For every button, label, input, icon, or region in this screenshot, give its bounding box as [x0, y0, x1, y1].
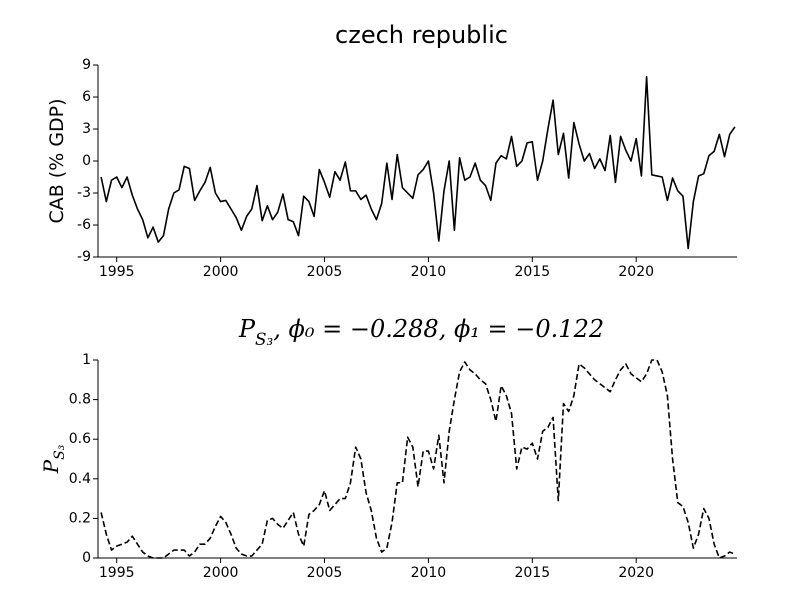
- y-tick-label: 3: [82, 121, 91, 137]
- y-axis-label: CAB (% GDP): [46, 98, 68, 223]
- y-tick-label: 0: [82, 153, 91, 169]
- x-tick-label: 2010: [411, 565, 447, 581]
- text-part: P: [39, 459, 63, 474]
- text-part: P: [238, 315, 256, 343]
- y-tick-label: -6: [77, 217, 91, 233]
- y-tick-label: 0.6: [69, 431, 91, 447]
- text-part: , ϕ₀ = −0.288, ϕ₁ = −0.122: [273, 315, 604, 343]
- y-tick-label: 0.4: [69, 471, 91, 487]
- x-tick-label: 2005: [307, 565, 343, 581]
- text-part: czech republic: [335, 21, 508, 49]
- x-tick-label: 2000: [203, 264, 239, 280]
- x-tick-label: 2020: [618, 264, 654, 280]
- x-tick-label: 2020: [618, 565, 654, 581]
- data-line: [100, 359, 736, 559]
- text-part: CAB (% GDP): [46, 98, 68, 223]
- data-line: [100, 75, 736, 250]
- chart-title: czech republic: [335, 21, 508, 49]
- y-tick-label: 6: [82, 89, 91, 105]
- y-tick-label: 9: [82, 57, 91, 73]
- y-axis-label: PS₃: [39, 444, 69, 474]
- y-tick-label: 0.8: [69, 392, 91, 408]
- text-part: S₃: [52, 444, 68, 460]
- y-tick-label: -9: [77, 249, 91, 265]
- x-tick-label: 2000: [203, 565, 239, 581]
- x-tick-label: 2015: [514, 565, 550, 581]
- x-tick-label: 1995: [99, 264, 135, 280]
- y-tick-label: -3: [77, 185, 91, 201]
- y-tick-label: 1: [82, 352, 91, 368]
- x-tick-label: 2010: [411, 264, 447, 280]
- y-tick-label: 0: [82, 550, 91, 566]
- x-tick-label: 1995: [99, 565, 135, 581]
- chart-title: PS₃, ϕ₀ = −0.288, ϕ₁ = −0.122: [238, 315, 604, 349]
- x-tick-label: 2005: [307, 264, 343, 280]
- y-tick-label: 0.2: [69, 510, 91, 526]
- x-tick-label: 2015: [514, 264, 550, 280]
- text-part: S₃: [255, 329, 273, 349]
